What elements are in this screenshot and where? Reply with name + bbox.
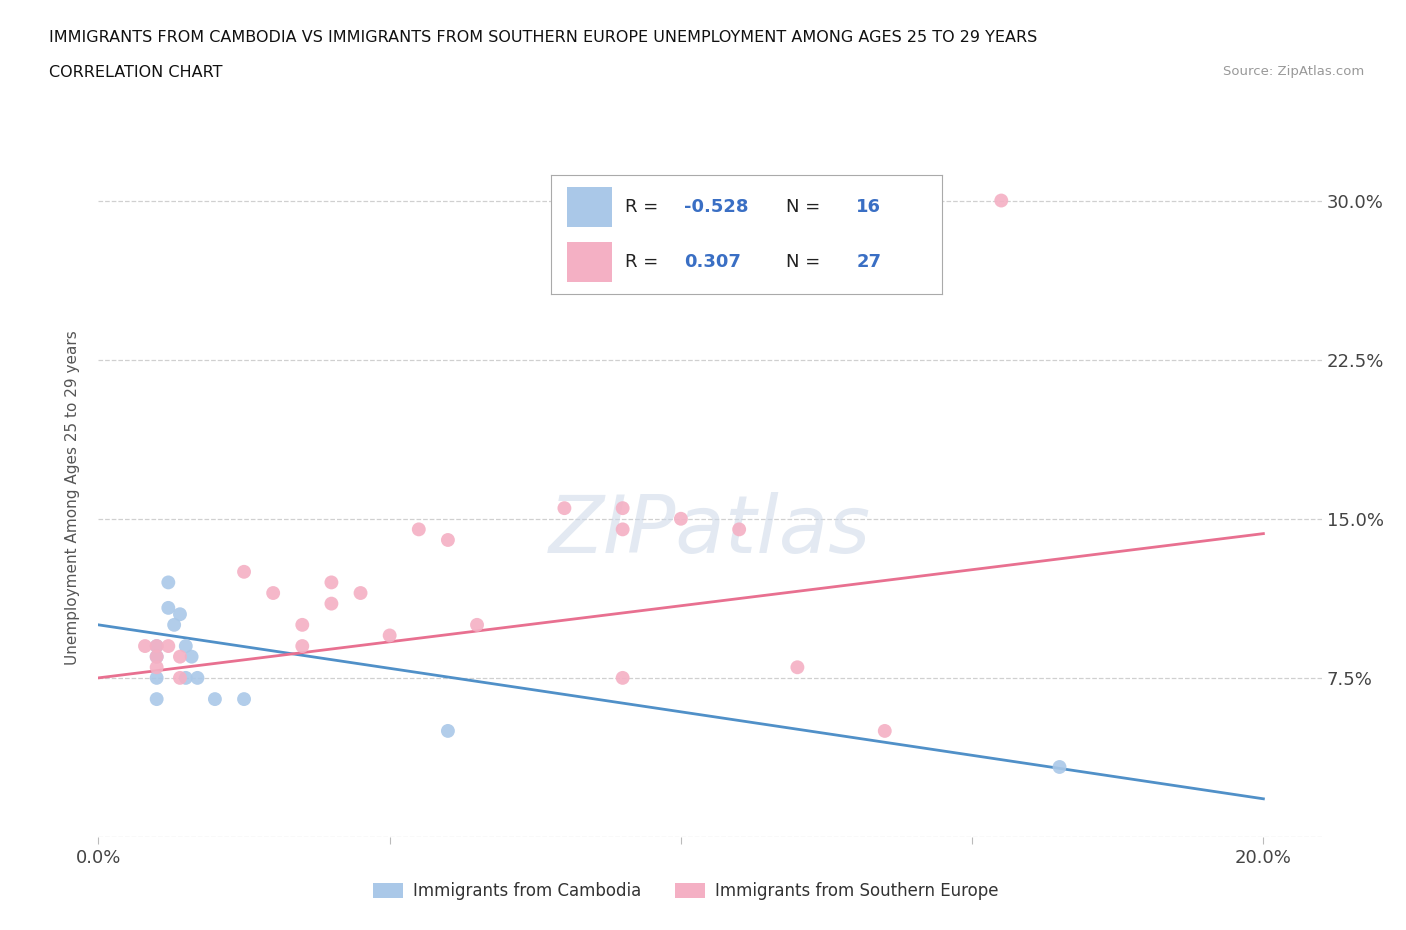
Point	[786, 660, 808, 675]
Point	[145, 639, 167, 654]
Point	[465, 618, 488, 632]
Point	[1049, 760, 1071, 775]
Point	[873, 724, 896, 738]
Text: Source: ZipAtlas.com: Source: ZipAtlas.com	[1223, 65, 1364, 78]
Point	[163, 618, 186, 632]
Point	[134, 639, 156, 654]
Y-axis label: Unemployment Among Ages 25 to 29 years: Unemployment Among Ages 25 to 29 years	[65, 330, 80, 665]
Point	[145, 649, 167, 664]
Point	[553, 500, 575, 515]
Point	[145, 660, 167, 675]
Point	[349, 586, 371, 601]
Point	[186, 671, 208, 685]
Point	[612, 522, 634, 537]
Point	[408, 522, 430, 537]
Point	[174, 671, 197, 685]
Point	[262, 586, 284, 601]
Point	[180, 649, 202, 664]
Point	[321, 596, 343, 611]
Point	[204, 692, 226, 707]
Point	[612, 500, 634, 515]
Point	[612, 671, 634, 685]
Point	[145, 649, 167, 664]
Point	[291, 618, 314, 632]
Point	[169, 649, 191, 664]
Point	[174, 639, 197, 654]
Legend: Immigrants from Cambodia, Immigrants from Southern Europe: Immigrants from Cambodia, Immigrants fro…	[367, 875, 1005, 907]
Text: CORRELATION CHART: CORRELATION CHART	[49, 65, 222, 80]
Point	[145, 671, 167, 685]
Point	[728, 522, 751, 537]
Point	[233, 692, 256, 707]
Text: ZIPatlas: ZIPatlas	[548, 493, 872, 570]
Point	[169, 606, 191, 621]
Point	[378, 628, 401, 643]
Point	[990, 193, 1012, 208]
Text: IMMIGRANTS FROM CAMBODIA VS IMMIGRANTS FROM SOUTHERN EUROPE UNEMPLOYMENT AMONG A: IMMIGRANTS FROM CAMBODIA VS IMMIGRANTS F…	[49, 30, 1038, 45]
Point	[157, 575, 180, 590]
Point	[669, 512, 692, 526]
Point	[145, 692, 167, 707]
Point	[437, 724, 460, 738]
Point	[145, 639, 167, 654]
Point	[233, 565, 256, 579]
Point	[157, 639, 180, 654]
Point	[437, 533, 460, 548]
Point	[169, 671, 191, 685]
Point	[157, 601, 180, 616]
Point	[321, 575, 343, 590]
Point	[291, 639, 314, 654]
